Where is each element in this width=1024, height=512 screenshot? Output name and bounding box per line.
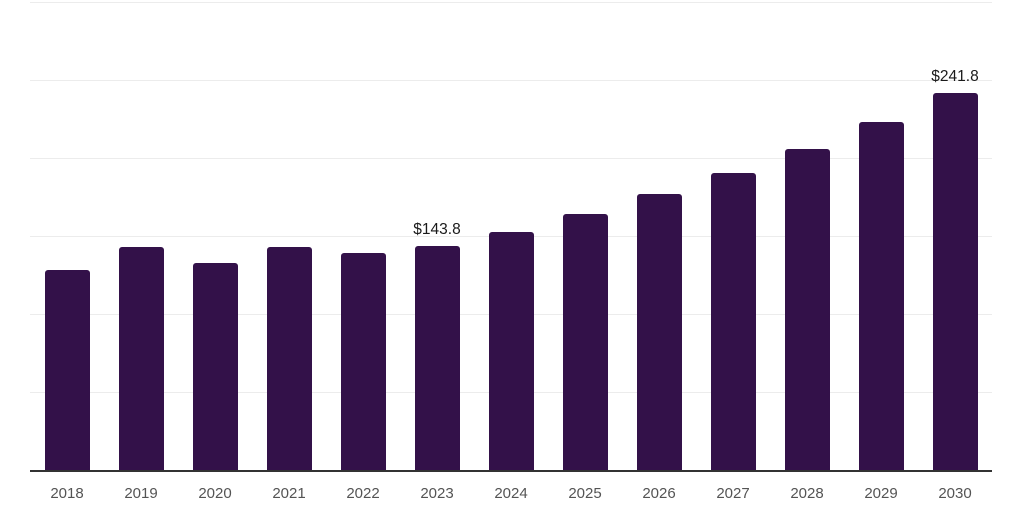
- x-tick-label-2018: 2018: [50, 485, 84, 502]
- x-tick-label-2029: 2029: [864, 485, 898, 502]
- x-axis-line: [30, 470, 992, 472]
- x-tick-label-2023: 2023: [420, 485, 454, 502]
- bar-2018: [44, 269, 90, 470]
- x-tick-label-2024: 2024: [494, 485, 528, 502]
- gridline-150: [30, 236, 992, 237]
- x-tick-label-2027: 2027: [716, 485, 750, 502]
- gridline-300: [30, 2, 992, 3]
- x-tick-label-2025: 2025: [568, 485, 602, 502]
- bar-2022: [340, 253, 386, 470]
- bar-2019: [118, 246, 164, 470]
- bar-2029: [858, 121, 904, 470]
- bar-2027: [710, 173, 756, 470]
- x-tick-label-2026: 2026: [642, 485, 676, 502]
- x-tick-label-2021: 2021: [272, 485, 306, 502]
- gridline-250: [30, 80, 992, 81]
- bar-2020: [192, 262, 238, 470]
- value-label-2023: $143.8: [413, 220, 461, 238]
- bar-2025: [562, 214, 608, 470]
- x-tick-label-2020: 2020: [198, 485, 232, 502]
- x-tick-label-2030: 2030: [938, 485, 972, 502]
- gridline-50: [30, 392, 992, 393]
- gridline-200: [30, 158, 992, 159]
- bar-2024: [488, 231, 534, 470]
- gridline-100: [30, 314, 992, 315]
- x-tick-label-2028: 2028: [790, 485, 824, 502]
- bar-2026: [636, 194, 682, 470]
- x-tick-label-2022: 2022: [346, 485, 380, 502]
- x-tick-label-2019: 2019: [124, 485, 158, 502]
- value-label-2030: $241.8: [931, 67, 979, 85]
- bar-2030: [932, 92, 978, 470]
- bar-2021: [266, 247, 312, 470]
- bar-2028: [784, 149, 830, 470]
- bar-2023: [414, 245, 460, 470]
